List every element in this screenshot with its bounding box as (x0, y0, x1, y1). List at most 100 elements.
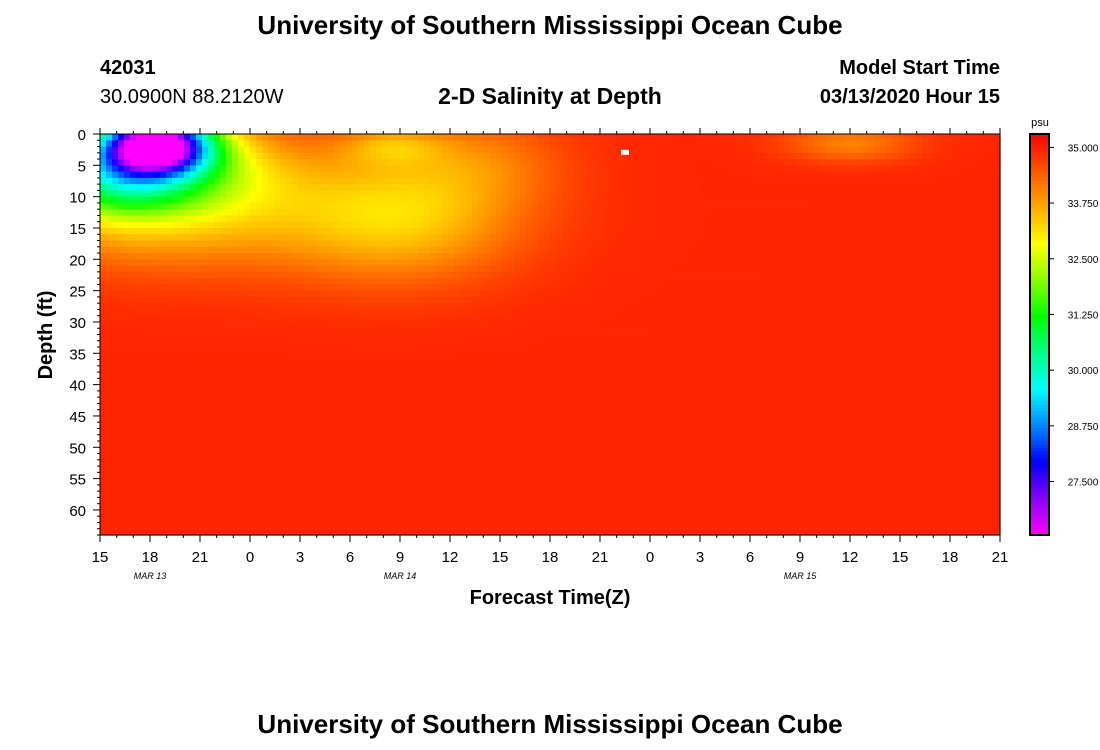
heatmap-cell (364, 259, 371, 267)
heatmap-cell (490, 184, 497, 191)
heatmap-cell (202, 340, 209, 348)
heatmap-cell (520, 284, 527, 292)
heatmap-cell (496, 165, 503, 173)
heatmap-cell (592, 215, 599, 223)
heatmap-cell (892, 177, 899, 185)
heatmap-cell (490, 209, 497, 217)
heatmap-cell (760, 202, 767, 210)
heatmap-cell (610, 165, 617, 173)
heatmap-cell (484, 190, 491, 198)
heatmap-cell (892, 227, 899, 235)
heatmap-cell (436, 240, 443, 248)
heatmap-cell (502, 290, 509, 298)
heatmap-cell (850, 328, 857, 336)
heatmap-cell (898, 303, 905, 311)
heatmap-cell (892, 165, 899, 173)
heatmap-cell (250, 278, 257, 285)
heatmap-cell (982, 146, 989, 154)
heatmap-cell (856, 184, 863, 191)
heatmap-cell (742, 328, 749, 336)
heatmap-cell (214, 340, 221, 348)
heatmap-cell (310, 209, 317, 217)
heatmap-cell (730, 202, 737, 210)
heatmap-cell (784, 171, 791, 179)
heatmap-cell (544, 202, 551, 210)
heatmap-cell (112, 309, 119, 317)
heatmap-cell (700, 303, 707, 311)
heatmap-cell (454, 309, 461, 317)
heatmap-cell (346, 202, 353, 210)
heatmap-cell (988, 184, 995, 191)
heatmap-cell (352, 259, 359, 267)
heatmap-cell (964, 246, 971, 254)
heatmap-cell (658, 259, 665, 267)
heatmap-cell (418, 171, 425, 179)
heatmap-cell (802, 196, 809, 204)
heatmap-cell (142, 246, 149, 254)
heatmap-cell (622, 140, 629, 148)
heatmap-cell (418, 328, 425, 336)
heatmap-cell (520, 146, 527, 154)
heatmap-cell (808, 328, 815, 336)
heatmap-cell (418, 152, 425, 160)
heatmap-cell (508, 165, 515, 173)
heatmap-cell (976, 278, 983, 285)
heatmap-cell (874, 190, 881, 198)
heatmap-cell (154, 290, 161, 298)
heatmap-cell (268, 171, 275, 179)
heatmap-cell (538, 253, 545, 260)
heatmap-cell (982, 321, 989, 329)
heatmap-cell (244, 171, 251, 179)
heatmap-cell (232, 234, 239, 242)
heatmap-cell (334, 259, 341, 267)
heatmap-cell (712, 240, 719, 248)
heatmap-cell (268, 284, 275, 292)
heatmap-cell (652, 221, 659, 229)
heatmap-cell (334, 303, 341, 311)
heatmap-cell (700, 259, 707, 267)
heatmap-cell (910, 177, 917, 185)
heatmap-cell (694, 290, 701, 298)
heatmap-cell (676, 284, 683, 292)
heatmap-cell (670, 290, 677, 298)
heatmap-cell (340, 321, 347, 329)
heatmap-cell (904, 221, 911, 229)
heatmap-cell (862, 202, 869, 210)
heatmap-cell (460, 284, 467, 292)
heatmap-cell (382, 190, 389, 198)
heatmap-cell (640, 196, 647, 204)
heatmap-cell (802, 315, 809, 323)
heatmap-cell (796, 253, 803, 260)
heatmap-cell (736, 284, 743, 292)
heatmap-cell (628, 253, 635, 260)
heatmap-cell (718, 309, 725, 317)
heatmap-cell (124, 328, 131, 336)
heatmap-cell (400, 328, 407, 336)
heatmap-cell (946, 253, 953, 260)
heatmap-cell (640, 234, 647, 242)
heatmap-cell (430, 234, 437, 242)
heatmap-cell (172, 196, 179, 204)
heatmap-cell (106, 321, 113, 329)
heatmap-cell (142, 227, 149, 235)
heatmap-cell (742, 184, 749, 191)
heatmap-cell (550, 259, 557, 267)
heatmap-cell (802, 278, 809, 285)
heatmap-cell (730, 334, 737, 342)
heatmap-cell (616, 152, 623, 160)
heatmap-cell (106, 296, 113, 304)
heatmap-cell (964, 177, 971, 185)
heatmap-cell (862, 334, 869, 342)
heatmap-cell (328, 246, 335, 254)
heatmap-cell (574, 152, 581, 160)
heatmap-cell (640, 184, 647, 191)
heatmap-cell (976, 290, 983, 298)
heatmap-cell (910, 171, 917, 179)
heatmap-cell (400, 177, 407, 185)
heatmap-cell (334, 152, 341, 160)
heatmap-cell (586, 240, 593, 248)
heatmap-cell (100, 284, 107, 292)
heatmap-cell (496, 134, 503, 141)
heatmap-cell (994, 315, 1001, 323)
heatmap-cell (154, 221, 161, 229)
